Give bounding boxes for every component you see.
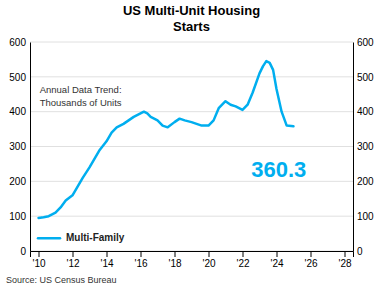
- y2-tick: 100: [353, 211, 374, 222]
- y-tick-label: 400: [9, 106, 26, 117]
- y2-tick-label: 500: [357, 72, 374, 83]
- y2-axis: 0 100 200 300 400 500 600: [353, 37, 374, 257]
- y-tick-label: 0: [20, 246, 26, 257]
- y-tick-label: 100: [9, 211, 26, 222]
- y2-tick: 0: [353, 246, 363, 257]
- x-tick: '16: [134, 251, 147, 269]
- x-tick: '28: [338, 251, 351, 269]
- x-tick: '20: [202, 251, 215, 269]
- x-tick-mark: [175, 251, 176, 257]
- x-tick-label: '14: [100, 258, 113, 269]
- x-tick-label: '16: [134, 258, 147, 269]
- y-tick: 500: [9, 72, 30, 83]
- grid-line: [30, 42, 353, 43]
- data-line: [39, 61, 294, 218]
- annotation: 360.3: [251, 157, 306, 182]
- y2-tick-label: 200: [357, 176, 374, 187]
- x-tick-label: '28: [338, 258, 351, 269]
- x-tick-mark: [107, 251, 108, 257]
- x-tick-label: '20: [202, 258, 215, 269]
- subtitle-line: Thousands of Units: [40, 97, 122, 108]
- x-tick: '10: [32, 251, 45, 269]
- chart-svg: '10 '12 '14 '16 '18 '20 '22 '24 '26 '28 0 100 200 300…: [0, 0, 383, 287]
- marks: [39, 61, 294, 218]
- title: US Multi-Unit HousingStarts: [123, 3, 260, 34]
- source: Source: US Census Bureau: [6, 275, 117, 285]
- x-tick: '12: [66, 251, 79, 269]
- x-tick-mark: [243, 251, 244, 257]
- x-tick-label: '18: [168, 258, 181, 269]
- y2-tick: 200: [353, 176, 374, 187]
- x-tick: '22: [236, 251, 249, 269]
- grid: [30, 42, 353, 251]
- x-tick-mark: [209, 251, 210, 257]
- x-tick-label: '26: [304, 258, 317, 269]
- x-tick: '18: [168, 251, 181, 269]
- subtitle-line: Annual Data Trend:: [40, 84, 122, 95]
- legend-label: Multi-Family: [66, 232, 125, 243]
- legend-item: Multi-Family: [38, 232, 125, 243]
- y2-tick: 300: [353, 141, 374, 152]
- x-tick-label: '10: [32, 258, 45, 269]
- y-tick-label: 300: [9, 141, 26, 152]
- x-tick: '14: [100, 251, 113, 269]
- y2-tick: 600: [353, 37, 374, 48]
- x-axis: '10 '12 '14 '16 '18 '20 '22 '24 '26 '28: [31, 251, 354, 269]
- chart-container: '10 '12 '14 '16 '18 '20 '22 '24 '26 '28 0 100 200 300…: [0, 0, 383, 287]
- grid-line: [30, 146, 353, 147]
- x-tick-mark: [345, 251, 346, 257]
- y-tick-label: 600: [9, 37, 26, 48]
- x-tick-label: '12: [66, 258, 79, 269]
- plot-area: '10 '12 '14 '16 '18 '20 '22 '24 '26 '28 0 100 200 300…: [9, 37, 374, 269]
- y2-tick-label: 100: [357, 211, 374, 222]
- x-tick-label: '24: [270, 258, 283, 269]
- x-tick-mark: [141, 251, 142, 257]
- x-tick-label: '22: [236, 258, 249, 269]
- y-tick: 100: [9, 211, 30, 222]
- y-tick: 600: [9, 37, 30, 48]
- x-tick: '26: [304, 251, 317, 269]
- y2-tick-label: 0: [357, 246, 363, 257]
- y-tick: 300: [9, 141, 30, 152]
- x-axis-line: [31, 252, 354, 258]
- y-axis: 0 100 200 300 400 500 600: [9, 37, 30, 257]
- subtitle: Annual Data Trend: Thousands of Units: [40, 84, 122, 108]
- y2-tick: 400: [353, 106, 374, 117]
- x-tick: '24: [270, 251, 283, 269]
- y-tick: 400: [9, 106, 30, 117]
- x-tick-mark: [311, 251, 312, 257]
- x-tick-mark: [39, 251, 40, 257]
- x-tick-mark: [277, 251, 278, 257]
- grid-line: [30, 216, 353, 217]
- x-tick-mark: [73, 251, 74, 257]
- y2-tick: 500: [353, 72, 374, 83]
- y2-tick-label: 300: [357, 141, 374, 152]
- y-tick: 200: [9, 176, 30, 187]
- y2-tick-label: 400: [357, 106, 374, 117]
- y-axis-line: [30, 43, 31, 252]
- y2-axis-line: [353, 43, 354, 252]
- legend-swatch: [38, 237, 60, 240]
- title-line: Starts: [173, 19, 210, 34]
- y-tick-label: 200: [9, 176, 26, 187]
- legend: Multi-Family: [38, 232, 125, 243]
- y-tick-label: 500: [9, 72, 26, 83]
- grid-line: [30, 76, 353, 77]
- y-tick: 0: [20, 246, 30, 257]
- title-line: US Multi-Unit Housing: [123, 3, 260, 18]
- grid-line: [30, 111, 353, 112]
- y2-tick-label: 600: [357, 37, 374, 48]
